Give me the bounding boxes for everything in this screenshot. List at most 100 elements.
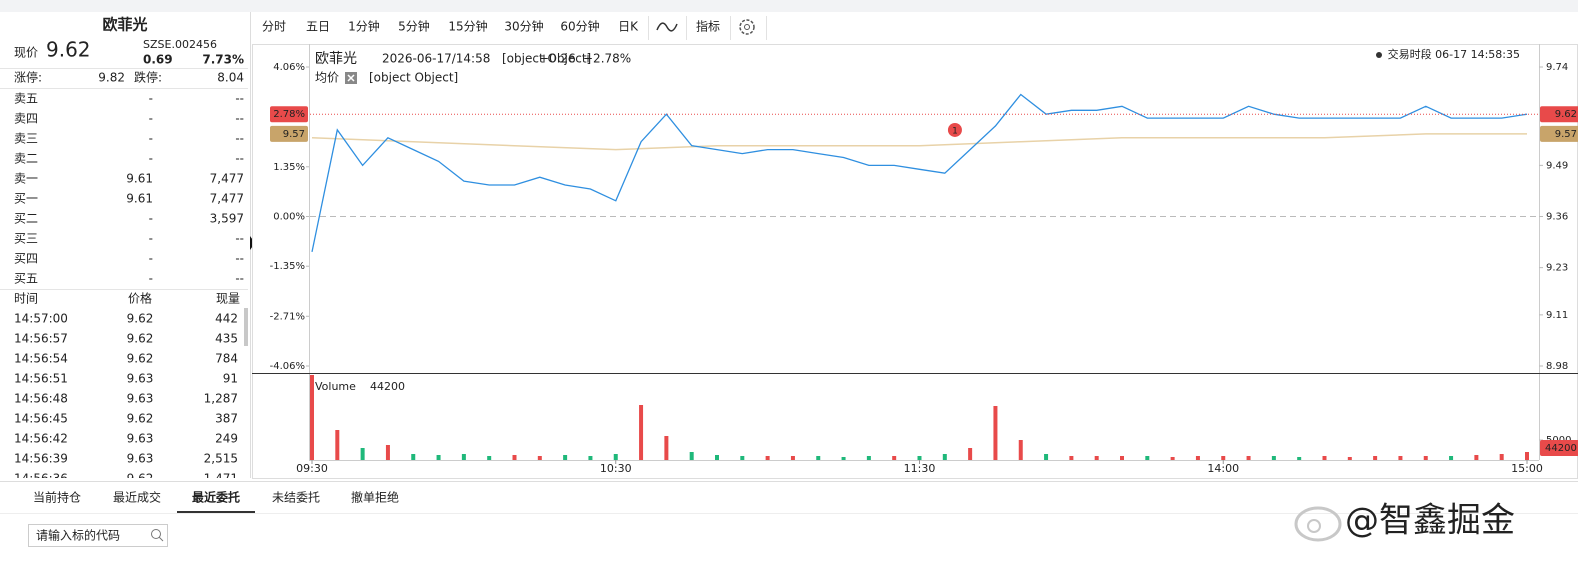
avg-line [311, 133, 1527, 151]
period-tab[interactable]: 30分钟 [504, 19, 543, 34]
change-pct: 7.73% [202, 53, 244, 67]
volume-bar [588, 456, 593, 460]
volume-bar [310, 375, 314, 460]
order-level: 买二 [14, 212, 38, 226]
trade-volume: 1,471 [204, 472, 238, 486]
trade-price: 9.63 [127, 392, 154, 406]
volume-marker: 44200 [1545, 443, 1577, 454]
period-tab[interactable]: 日K [618, 20, 639, 34]
period-tab[interactable]: 5分钟 [398, 19, 430, 34]
trade-time: 14:56:42 [14, 432, 68, 446]
left-tick-label: -4.06% [270, 361, 305, 372]
order-volume: -- [235, 252, 244, 266]
annotation-dot[interactable] [947, 122, 962, 137]
order-tab[interactable]: 当前持仓 [33, 490, 81, 505]
x-tick-label: 15:00 [1511, 462, 1543, 475]
trades-header: 现量 [216, 292, 240, 306]
pct-marker-box [270, 106, 308, 123]
trade-price: 9.63 [127, 452, 154, 466]
search-placeholder[interactable]: 请输入标的代码 [36, 528, 120, 543]
volume-bar [1297, 457, 1302, 460]
order-tab[interactable]: 最近委托 [192, 490, 240, 505]
volume-bar [1044, 454, 1049, 460]
indicator-button[interactable]: 指标 [696, 19, 720, 34]
order-level: 买三 [14, 232, 38, 246]
trade-volume: 249 [215, 432, 238, 446]
volume-bar [993, 406, 998, 460]
volume-bar [335, 430, 340, 460]
period-tab[interactable]: 15分钟 [448, 19, 487, 34]
trades-header: 价格 [128, 291, 152, 306]
trade-price: 9.63 [127, 372, 154, 386]
settings-icon[interactable] [739, 19, 755, 35]
volume-bar [942, 454, 947, 460]
order-tab[interactable]: 撤单拒绝 [351, 490, 399, 505]
stock-name: 欧菲光 [102, 16, 147, 34]
weibo-logo [1294, 506, 1342, 542]
trade-volume: 91 [223, 372, 238, 386]
period-tab[interactable]: 分时 [262, 20, 286, 34]
volume-bar [866, 456, 871, 460]
trade-time: 14:56:57 [14, 332, 68, 346]
chart-content: 欧菲光 2026-06-17/14:58 [object Object]+0.26 +… [270, 47, 1578, 475]
order-level: 卖一 [14, 172, 38, 186]
avg-toggle-x [347, 74, 355, 82]
volume-bar [613, 454, 618, 460]
volume-bar [411, 454, 416, 460]
order-tab[interactable]: 未结委托 [272, 491, 320, 505]
order-price: 9.61 [126, 192, 153, 206]
period-tab[interactable]: 1分钟 [348, 19, 380, 34]
chart-change-pct: +2.78% [583, 52, 631, 66]
volume-bar [639, 405, 644, 460]
volume-bar [765, 456, 770, 460]
order-price: - [149, 232, 153, 246]
chart-change: +0.26 [539, 52, 576, 66]
x-tick-label: 14:00 [1207, 462, 1239, 475]
chart-stock-name: 欧菲光 [315, 51, 357, 67]
volume-bar [1423, 456, 1428, 460]
current-price: 9.62 [46, 38, 91, 62]
volume-bar [1271, 456, 1276, 460]
bottom-panel [0, 481, 1578, 563]
scrollbar[interactable] [244, 308, 248, 346]
line-style-icon[interactable] [656, 22, 678, 32]
order-volume: -- [235, 152, 244, 166]
order-level: 买一 [14, 192, 38, 206]
order-price: - [149, 212, 153, 226]
period-tab[interactable]: 60分钟 [560, 19, 599, 34]
trade-price: 9.62 [127, 472, 154, 486]
trade-time: 14:56:45 [14, 412, 68, 426]
trade-volume: 784 [215, 352, 238, 366]
period-tab[interactable]: 五日 [306, 20, 330, 34]
order-volume: -- [235, 112, 244, 126]
trade-time: 14:57:00 [14, 312, 68, 326]
right-tick-label: 9.11 [1546, 310, 1568, 321]
volume-bar [1120, 456, 1124, 460]
volume-bar [512, 455, 517, 460]
limit-down-label: 跌停: [134, 70, 162, 85]
trade-price: 9.63 [127, 432, 154, 446]
volume-bar [740, 456, 745, 460]
order-level: 买四 [14, 252, 38, 266]
chart-frame [252, 44, 1578, 479]
left-tick-label: -1.35% [270, 261, 305, 272]
avg-right-marker: 9.57 [1555, 129, 1577, 140]
search-box[interactable] [28, 524, 168, 547]
volume-value: 44200 [370, 380, 405, 393]
x-tick-label: 09:30 [296, 462, 328, 475]
volume-bar [436, 455, 441, 460]
left-tick-label: 4.06% [273, 62, 305, 73]
volume-bar [1322, 456, 1327, 460]
avg-label: 均价 [315, 71, 339, 85]
trade-price: 9.62 [127, 352, 154, 366]
price-label: 现价 [14, 46, 38, 60]
order-price: - [149, 92, 153, 106]
volume-bar [1221, 456, 1226, 460]
volume-bar [461, 454, 466, 460]
order-level: 买五 [14, 272, 38, 286]
volume-bar [917, 456, 922, 460]
top-strip [0, 0, 1578, 12]
order-tab[interactable]: 最近成交 [113, 490, 161, 505]
trade-volume: 442 [215, 312, 238, 326]
volume-bar [715, 455, 719, 460]
